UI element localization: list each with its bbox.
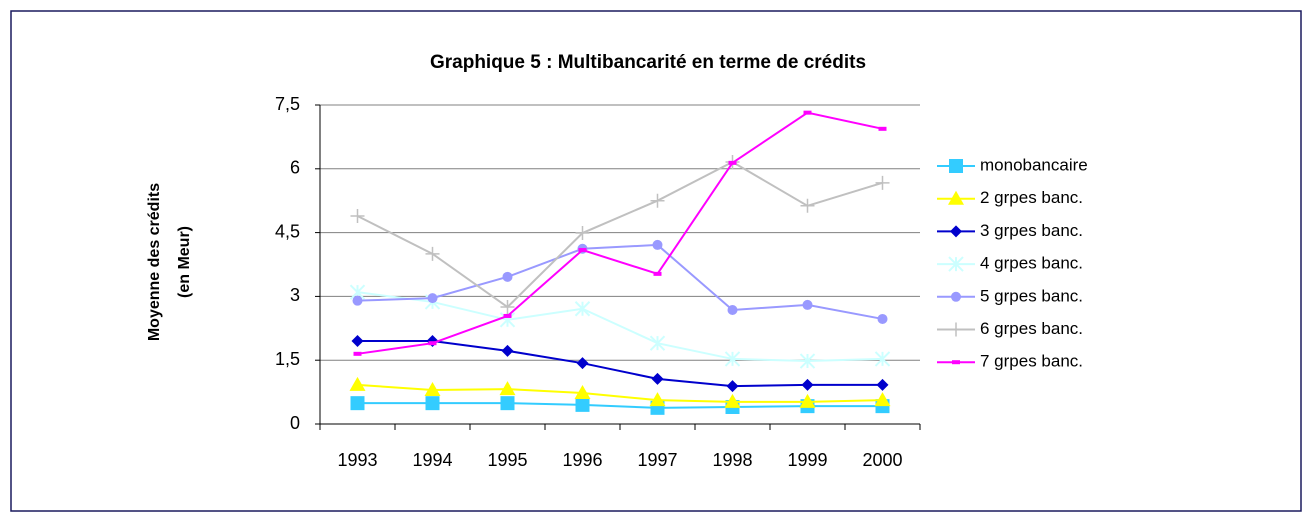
marker [500, 396, 515, 411]
x-tick-label: 2000 [862, 450, 902, 470]
marker [352, 295, 363, 306]
legend-label: 6 grpes banc. [980, 319, 1083, 338]
marker [802, 299, 813, 310]
marker [578, 248, 587, 253]
y-axis-label: (en Meur) [176, 226, 193, 298]
legend-label: 7 grpes banc. [980, 352, 1083, 371]
series-line [357, 383, 883, 403]
x-tick-label: 1996 [562, 450, 602, 470]
marker [350, 209, 365, 224]
marker [952, 360, 960, 365]
chart-title: Graphique 5 : Multibancarité en terme de… [430, 52, 866, 73]
legend-label: 4 grpes banc. [980, 254, 1083, 273]
marker [874, 351, 891, 367]
marker [575, 226, 590, 241]
marker [501, 344, 514, 357]
legend-label: monobancaire [980, 155, 1088, 174]
marker [650, 193, 665, 208]
marker [652, 239, 663, 250]
y-axis-label: Moyenne des crédits [146, 183, 163, 341]
x-tick-label: 1993 [337, 450, 377, 470]
series-line [357, 111, 883, 355]
marker [728, 160, 737, 165]
x-tick-label: 1994 [412, 450, 452, 470]
series-line [357, 243, 883, 320]
marker [949, 322, 963, 337]
marker [502, 271, 513, 282]
series-line [357, 402, 883, 409]
marker [803, 110, 812, 115]
marker [876, 378, 889, 391]
x-tick-label: 1999 [787, 450, 827, 470]
marker [649, 335, 666, 351]
marker [799, 393, 816, 408]
y-tick-label: 7,5 [275, 94, 300, 114]
chart-frame [10, 10, 1302, 512]
x-tick-label: 1998 [712, 450, 752, 470]
marker [503, 313, 512, 318]
marker [653, 271, 662, 276]
marker [726, 380, 739, 393]
marker [425, 246, 440, 261]
x-tick-label: 1995 [487, 450, 527, 470]
x-tick-label: 1997 [637, 450, 677, 470]
y-tick-label: 1,5 [275, 349, 300, 369]
marker [424, 381, 441, 396]
y-tick-label: 3 [290, 285, 300, 305]
marker [351, 335, 364, 348]
marker [428, 341, 437, 346]
marker [499, 381, 516, 396]
legend-label: 3 grpes banc. [980, 221, 1083, 240]
marker [801, 378, 814, 391]
legend-label: 2 grpes banc. [980, 188, 1083, 207]
series-line [357, 160, 883, 309]
marker [427, 293, 438, 304]
legend-label: 5 grpes banc. [980, 286, 1083, 305]
marker [576, 357, 589, 370]
marker [574, 384, 591, 399]
marker [951, 291, 961, 302]
y-tick-label: 0 [290, 413, 300, 433]
marker [800, 198, 815, 213]
marker [799, 353, 816, 369]
marker [649, 392, 666, 407]
marker [948, 256, 964, 272]
marker [500, 300, 515, 315]
marker [574, 301, 591, 317]
marker [724, 393, 741, 408]
marker [575, 397, 590, 412]
marker [950, 225, 962, 238]
marker [425, 396, 440, 411]
series-line [357, 291, 883, 363]
marker [949, 159, 963, 173]
marker [875, 175, 890, 190]
marker [651, 372, 664, 385]
marker [874, 392, 891, 407]
series-line [357, 340, 883, 388]
marker [353, 351, 362, 356]
marker [878, 126, 887, 131]
y-tick-label: 4,5 [275, 221, 300, 241]
marker [877, 313, 888, 324]
marker [727, 305, 738, 316]
marker [724, 351, 741, 367]
y-tick-label: 6 [290, 158, 300, 178]
marker [349, 376, 366, 391]
marker [350, 396, 365, 411]
marker [948, 190, 964, 205]
